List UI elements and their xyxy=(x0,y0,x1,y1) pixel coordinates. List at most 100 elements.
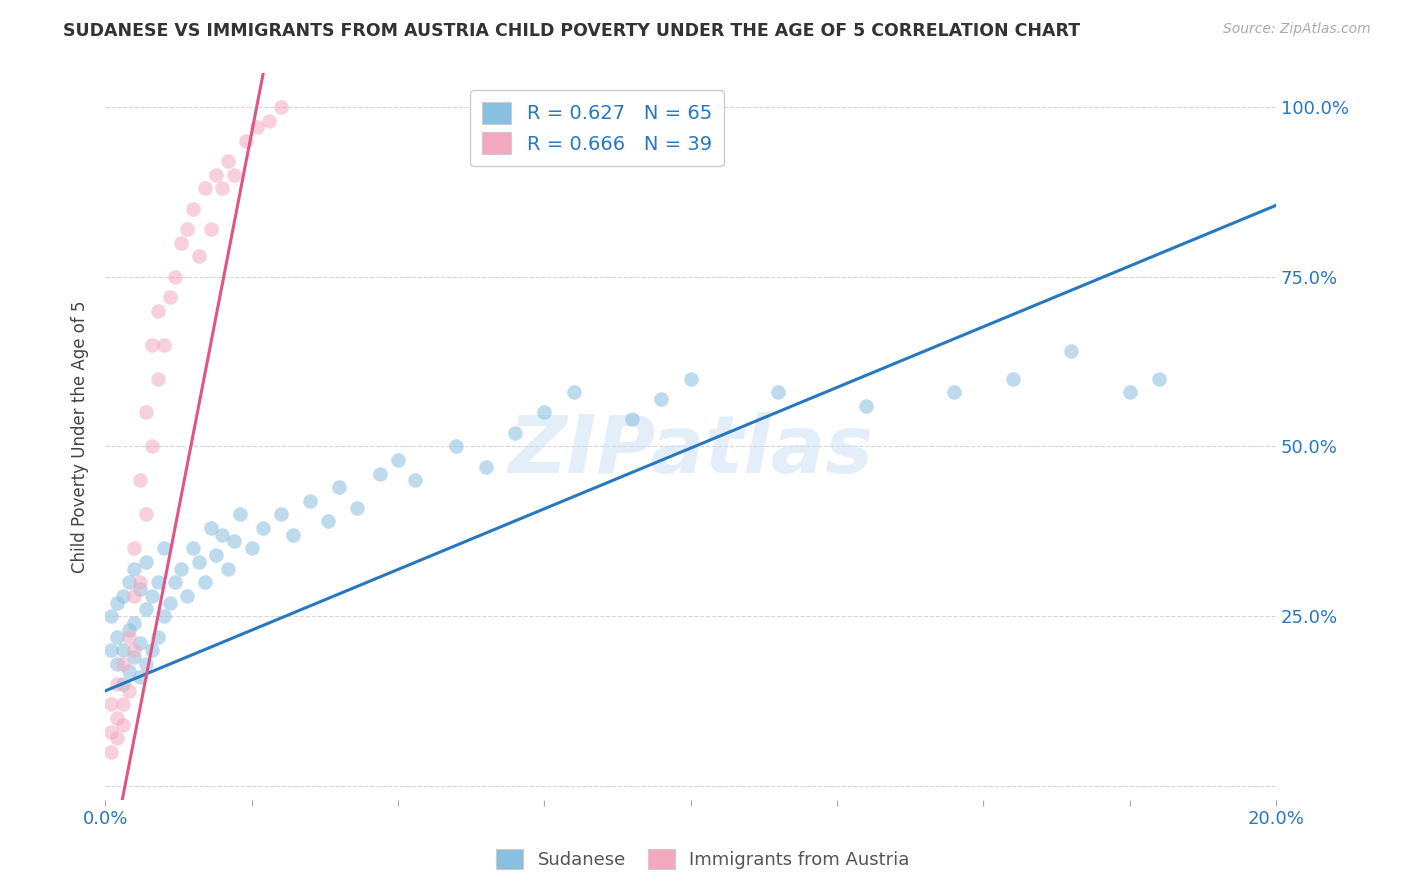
Point xyxy=(211,527,233,541)
Point xyxy=(943,385,966,400)
Legend: Sudanese, Immigrants from Austria: Sudanese, Immigrants from Austria xyxy=(488,839,918,879)
Point xyxy=(152,609,174,624)
Point xyxy=(1118,385,1140,400)
Legend: R = 0.627   N = 65, R = 0.666   N = 39: R = 0.627 N = 65, R = 0.666 N = 39 xyxy=(470,90,724,166)
Point xyxy=(100,643,122,657)
Point xyxy=(105,731,128,746)
Point xyxy=(181,202,204,216)
Point xyxy=(105,711,128,725)
Point xyxy=(194,575,217,590)
Point xyxy=(650,392,672,406)
Point xyxy=(217,154,239,169)
Point xyxy=(129,575,152,590)
Point xyxy=(135,508,157,522)
Point xyxy=(100,724,122,739)
Point xyxy=(152,541,174,556)
Point xyxy=(176,222,198,236)
Point xyxy=(165,575,187,590)
Point xyxy=(194,181,217,195)
Point xyxy=(105,596,128,610)
Point xyxy=(170,235,193,250)
Point xyxy=(159,596,181,610)
Point xyxy=(679,371,702,385)
Point xyxy=(105,657,128,671)
Point xyxy=(503,425,526,440)
Point xyxy=(129,474,152,488)
Point xyxy=(299,493,322,508)
Point xyxy=(346,500,368,515)
Point xyxy=(257,113,280,128)
Point xyxy=(124,615,146,630)
Point xyxy=(129,670,152,684)
Point xyxy=(270,100,292,114)
Point xyxy=(370,467,392,481)
Point xyxy=(146,303,169,318)
Point xyxy=(252,521,274,535)
Point xyxy=(222,534,245,549)
Point xyxy=(446,439,468,453)
Point xyxy=(217,562,239,576)
Point xyxy=(100,745,122,759)
Point xyxy=(111,718,134,732)
Point xyxy=(111,657,134,671)
Point xyxy=(141,589,163,603)
Point xyxy=(768,385,790,400)
Point xyxy=(141,337,163,351)
Point xyxy=(100,609,122,624)
Point xyxy=(229,508,252,522)
Point xyxy=(1001,371,1024,385)
Point xyxy=(562,385,585,400)
Point xyxy=(141,439,163,453)
Point xyxy=(316,514,339,528)
Point xyxy=(152,337,174,351)
Point xyxy=(124,589,146,603)
Point xyxy=(146,630,169,644)
Point xyxy=(117,623,139,637)
Point xyxy=(328,480,350,494)
Point xyxy=(474,459,496,474)
Point xyxy=(117,684,139,698)
Point xyxy=(129,582,152,596)
Point xyxy=(187,249,209,263)
Point xyxy=(111,643,134,657)
Point xyxy=(240,541,263,556)
Point xyxy=(129,636,152,650)
Point xyxy=(135,405,157,419)
Point xyxy=(165,269,187,284)
Point xyxy=(181,541,204,556)
Point xyxy=(117,630,139,644)
Point xyxy=(235,134,257,148)
Point xyxy=(141,643,163,657)
Y-axis label: Child Poverty Under the Age of 5: Child Poverty Under the Age of 5 xyxy=(72,300,89,573)
Point xyxy=(387,453,409,467)
Point xyxy=(124,541,146,556)
Point xyxy=(124,649,146,664)
Point xyxy=(124,643,146,657)
Point xyxy=(135,555,157,569)
Point xyxy=(855,399,877,413)
Point xyxy=(111,589,134,603)
Point xyxy=(105,630,128,644)
Point xyxy=(105,677,128,691)
Point xyxy=(222,168,245,182)
Text: SUDANESE VS IMMIGRANTS FROM AUSTRIA CHILD POVERTY UNDER THE AGE OF 5 CORRELATION: SUDANESE VS IMMIGRANTS FROM AUSTRIA CHIL… xyxy=(63,22,1080,40)
Point xyxy=(205,548,228,562)
Point xyxy=(211,181,233,195)
Point xyxy=(159,290,181,304)
Point xyxy=(111,698,134,712)
Point xyxy=(1147,371,1170,385)
Point xyxy=(533,405,555,419)
Text: Source: ZipAtlas.com: Source: ZipAtlas.com xyxy=(1223,22,1371,37)
Point xyxy=(1060,344,1083,359)
Point xyxy=(246,120,269,135)
Point xyxy=(146,371,169,385)
Point xyxy=(124,562,146,576)
Point xyxy=(205,168,228,182)
Point xyxy=(281,527,304,541)
Point xyxy=(117,575,139,590)
Point xyxy=(621,412,644,426)
Point xyxy=(117,664,139,678)
Point xyxy=(200,521,222,535)
Point xyxy=(146,575,169,590)
Point xyxy=(111,677,134,691)
